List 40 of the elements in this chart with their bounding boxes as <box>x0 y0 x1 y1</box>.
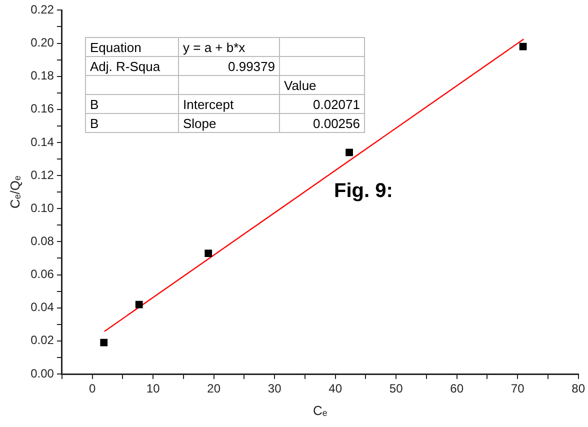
y-axis-title: Cₑ/Qₑ <box>7 176 22 208</box>
x-tick-label: 20 <box>207 382 221 396</box>
y-tick-label: 0.08 <box>30 234 54 248</box>
x-tick-label: 0 <box>88 382 96 396</box>
y-tick-label: 0.16 <box>30 102 54 116</box>
y-tick-label: 0.04 <box>30 300 54 314</box>
annotation: Intercept <box>178 94 280 114</box>
annotation: B <box>86 94 178 114</box>
annotation: Value <box>280 76 364 94</box>
y-tick-label: 0.06 <box>30 267 54 282</box>
annotation: Equation <box>86 38 178 56</box>
annotation: B <box>86 114 178 132</box>
x-tick-label: 80 <box>572 382 586 396</box>
annotation: Fig. 9: <box>334 180 393 203</box>
y-tick-label: 0.12 <box>30 168 54 182</box>
x-tick-label: 70 <box>510 382 525 396</box>
annotation: Adj. R-Squa <box>86 56 178 76</box>
x-tick-label: 40 <box>328 382 342 396</box>
point <box>100 338 108 346</box>
x-tick-label: 10 <box>146 382 160 396</box>
annotation: 0.02071 <box>280 94 364 114</box>
annotation: Slope <box>178 114 280 132</box>
point <box>135 300 143 308</box>
point <box>204 250 212 257</box>
y-tick-label: 0.18 <box>30 68 54 83</box>
y-tick-label: 0.02 <box>30 333 54 348</box>
x-axis-title: Cₑ <box>313 402 328 418</box>
y-tick-label: 0.22 <box>30 2 54 17</box>
annotation: y = a + b*x <box>178 38 280 56</box>
y-tick-label: 0.14 <box>30 134 54 149</box>
annotation: 0.00256 <box>280 114 364 132</box>
x-tick-label: 30 <box>268 382 282 396</box>
point <box>519 42 527 50</box>
point <box>346 148 353 156</box>
x-tick-label: 50 <box>389 382 404 396</box>
y-tick-label: 0.20 <box>30 36 54 50</box>
x-tick-label: 60 <box>450 382 464 396</box>
y-tick-label: 0.10 <box>30 200 54 215</box>
y-tick-label: 0.00 <box>30 366 54 380</box>
annotation: 0.99379 <box>178 56 280 76</box>
